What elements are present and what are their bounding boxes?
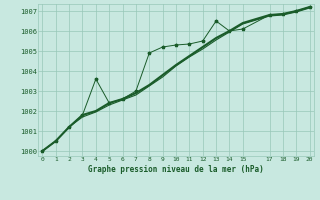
X-axis label: Graphe pression niveau de la mer (hPa): Graphe pression niveau de la mer (hPa) bbox=[88, 165, 264, 174]
